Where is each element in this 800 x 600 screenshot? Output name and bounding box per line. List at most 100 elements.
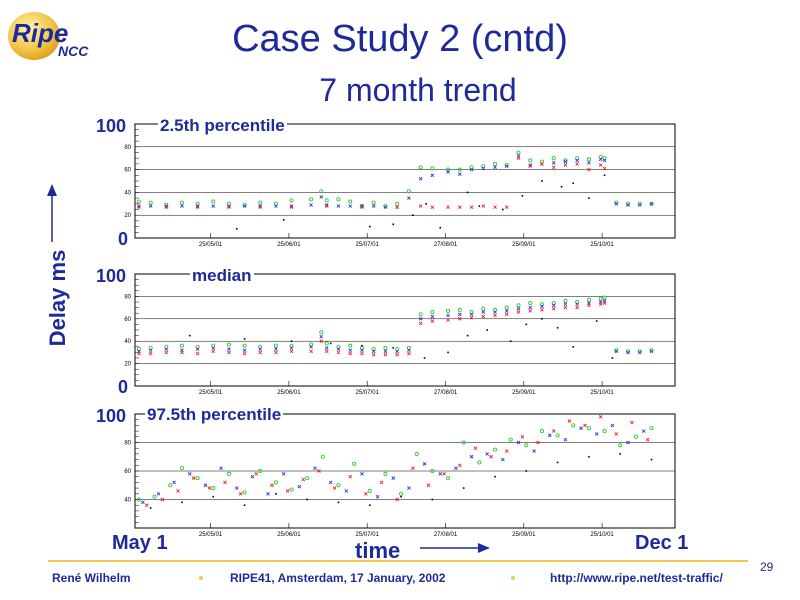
data-point (383, 471, 388, 476)
data-point (352, 461, 357, 466)
data-point (551, 165, 556, 170)
data-point (567, 419, 572, 423)
data-point (309, 349, 313, 354)
data-point (226, 342, 231, 347)
data-point (493, 310, 497, 314)
data-point (395, 205, 399, 210)
data-point (509, 340, 512, 342)
data-point (431, 498, 434, 501)
x-tick-label: 25/05/01 (199, 242, 223, 248)
data-point (285, 489, 290, 493)
data-point (486, 329, 488, 331)
data-point (309, 344, 313, 349)
data-point (563, 437, 568, 442)
data-point (422, 462, 427, 466)
data-point (368, 504, 371, 506)
data-point (598, 415, 603, 419)
data-point (575, 158, 579, 163)
data-point (583, 423, 587, 428)
data-point (536, 440, 540, 445)
data-point (633, 434, 638, 439)
data-point (572, 182, 575, 185)
chart-panel-2-5th-percentile: 20 40 60 80 25/05/01 25/06/01 25/07/01 27/08/01… (124, 123, 676, 248)
data-point (180, 204, 184, 208)
data-point (392, 347, 395, 349)
data-point (598, 155, 603, 160)
data-point (602, 166, 607, 171)
data-point (136, 199, 141, 204)
plot-frame (134, 273, 676, 387)
slide-subtitle: 7 month trend (319, 72, 517, 108)
x-tick-label: 25/10/01 (590, 532, 614, 538)
x-tick-label: 25/06/01 (277, 532, 301, 538)
data-point (494, 475, 496, 478)
data-point (407, 348, 411, 352)
data-point (563, 159, 568, 164)
data-point (141, 500, 145, 505)
footer-divider (48, 560, 748, 562)
panel1-y-top: 100 (96, 116, 127, 136)
panel2-y-bottom: 0 (118, 377, 129, 397)
data-point (485, 452, 489, 456)
data-point (411, 466, 415, 470)
data-point (391, 476, 396, 480)
data-point (407, 196, 411, 200)
data-point (502, 208, 504, 211)
data-point (418, 321, 423, 326)
data-point (395, 497, 399, 502)
data-point (179, 343, 185, 348)
data-point (447, 351, 449, 354)
data-point (226, 201, 231, 206)
data-point (430, 314, 435, 319)
chart-panel-median: 20 40 60 80 25/05/01 25/06/01 25/07/01 27/08/01… (124, 273, 676, 396)
data-point (195, 201, 200, 206)
data-point (211, 343, 216, 348)
data-point (641, 429, 646, 433)
x-tick-label: 25/07/01 (356, 242, 380, 248)
data-point (348, 348, 353, 352)
x-axis-arrow (420, 543, 490, 553)
data-point (309, 203, 313, 207)
data-point (360, 348, 364, 352)
data-point (332, 486, 337, 490)
data-point (160, 497, 165, 502)
data-point (275, 493, 277, 495)
data-point (614, 201, 619, 206)
data-point (242, 351, 247, 356)
x-axis-label: time (355, 538, 401, 563)
data-point (195, 351, 200, 356)
data-point (481, 314, 486, 319)
data-point (195, 476, 200, 481)
y-axis-label: Delay ms (45, 249, 70, 347)
data-point (418, 312, 423, 317)
data-point (539, 302, 545, 307)
data-point (481, 166, 486, 171)
data-point (614, 349, 619, 354)
data-point (645, 437, 650, 442)
data-point (319, 339, 324, 344)
data-point (364, 491, 368, 496)
data-point (588, 197, 590, 199)
data-point (587, 303, 591, 308)
data-point (383, 205, 388, 210)
data-point (336, 344, 341, 349)
data-point (320, 454, 325, 459)
data-point (430, 205, 435, 210)
data-point (152, 494, 157, 499)
data-point (211, 486, 216, 491)
x-axis-start-label: May 1 (112, 532, 168, 554)
data-point (319, 195, 324, 199)
data-point (324, 349, 329, 354)
data-point (516, 310, 521, 314)
data-point (586, 426, 591, 431)
data-point (614, 432, 619, 436)
data-point (618, 443, 623, 448)
data-point (528, 163, 533, 167)
data-point (446, 170, 450, 174)
data-point (504, 164, 509, 168)
data-point (430, 173, 435, 178)
data-point (258, 204, 263, 208)
data-point (516, 150, 521, 155)
data-point (504, 205, 509, 210)
data-point (611, 357, 614, 359)
